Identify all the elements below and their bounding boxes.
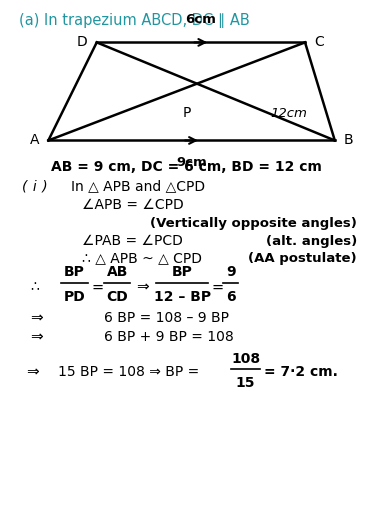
- Text: = 7·2 cm.: = 7·2 cm.: [264, 365, 338, 379]
- Text: 6 BP = 108 – 9 BP: 6 BP = 108 – 9 BP: [104, 311, 229, 325]
- Text: AB: AB: [106, 266, 128, 279]
- Text: 9cm: 9cm: [176, 156, 207, 170]
- Text: AB = 9 cm, DC = 6 cm, BD = 12 cm: AB = 9 cm, DC = 6 cm, BD = 12 cm: [51, 160, 321, 174]
- Text: ⇒: ⇒: [30, 329, 42, 344]
- Text: CD: CD: [106, 290, 128, 304]
- Text: (AA postulate): (AA postulate): [248, 252, 357, 265]
- Text: B: B: [344, 134, 354, 147]
- Text: ∴: ∴: [30, 280, 39, 294]
- Text: P: P: [182, 106, 191, 120]
- Text: BP: BP: [64, 266, 85, 279]
- Text: 15 BP = 108 ⇒ BP =: 15 BP = 108 ⇒ BP =: [58, 365, 199, 379]
- Text: (  i  ): ( i ): [22, 180, 48, 193]
- Text: C: C: [314, 36, 324, 49]
- Text: ∠APB = ∠CPD: ∠APB = ∠CPD: [82, 198, 184, 212]
- Text: 12cm: 12cm: [271, 107, 308, 120]
- Text: (alt. angles): (alt. angles): [266, 235, 357, 248]
- Text: 6cm: 6cm: [186, 13, 216, 26]
- Text: =: =: [92, 280, 103, 295]
- Text: 12 – BP: 12 – BP: [154, 290, 211, 304]
- Text: ⇒: ⇒: [26, 365, 39, 379]
- Text: 15: 15: [236, 376, 255, 390]
- Text: ∠PAB = ∠PCD: ∠PAB = ∠PCD: [82, 234, 183, 248]
- Text: 108: 108: [231, 352, 260, 366]
- Text: PD: PD: [64, 290, 85, 304]
- Text: ⇒: ⇒: [136, 280, 148, 295]
- Text: 9: 9: [226, 266, 235, 279]
- Text: ⇒: ⇒: [30, 311, 42, 325]
- Text: 6 BP + 9 BP = 108: 6 BP + 9 BP = 108: [104, 330, 234, 343]
- Text: A: A: [29, 134, 39, 147]
- Text: (Vertically opposite angles): (Vertically opposite angles): [150, 217, 357, 230]
- Text: D: D: [77, 36, 87, 49]
- Text: ∴ △ APB ~ △ CPD: ∴ △ APB ~ △ CPD: [82, 252, 202, 266]
- Text: 6: 6: [226, 290, 235, 304]
- Text: =: =: [212, 280, 224, 295]
- Text: (a) In trapezium ABCD, DC ∥ AB: (a) In trapezium ABCD, DC ∥ AB: [19, 13, 249, 28]
- Text: In △ APB and △CPD: In △ APB and △CPD: [71, 180, 205, 193]
- Text: BP: BP: [172, 266, 193, 279]
